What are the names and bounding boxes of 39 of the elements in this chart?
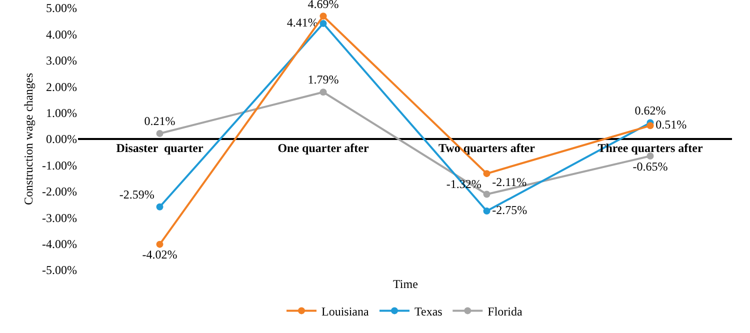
legend-label: Florida — [488, 304, 523, 318]
point — [156, 130, 164, 137]
y-axis-title: Construction wage changes — [21, 72, 36, 205]
x-axis-title: Time — [393, 277, 418, 291]
y-tick-label: -5.00% — [42, 263, 77, 278]
y-tick-label: 3.00% — [46, 54, 77, 68]
point — [483, 190, 490, 198]
x-tick-label: Disaster quarter — [116, 141, 204, 155]
y-tick-label: 4.00% — [46, 27, 77, 42]
data-label: 1.79% — [308, 72, 339, 87]
data-label: -0.65% — [632, 159, 668, 174]
point — [483, 170, 490, 178]
y-tick-label: -2.00% — [42, 184, 77, 199]
legend-label: Louisiana — [322, 304, 370, 318]
data-label: -2.59% — [119, 187, 154, 202]
y-tick-label: -3.00% — [42, 210, 77, 225]
y-tick-label: 0.00% — [46, 132, 77, 146]
point — [156, 240, 164, 248]
data-label: 0.21% — [144, 114, 176, 128]
y-tick-label: -1.00% — [42, 158, 77, 172]
point — [483, 208, 490, 215]
y-tick-label: -4.00% — [42, 237, 77, 251]
data-label: 0.51% — [656, 118, 687, 132]
data-label: -2.75% — [492, 203, 528, 218]
point — [320, 12, 327, 20]
y-tick-label: 2.00% — [46, 80, 77, 94]
legend-label: Texas — [414, 304, 443, 318]
data-label: 4.69% — [308, 0, 339, 11]
point — [156, 203, 164, 210]
y-tick-label: 5.00% — [46, 1, 77, 16]
x-tick-label: Two quarters after — [438, 141, 536, 155]
y-tick-label: 1.00% — [46, 106, 77, 120]
data-label: 0.62% — [634, 103, 666, 118]
x-tick-label: One quarter after — [278, 141, 370, 155]
point — [320, 88, 327, 96]
point — [646, 122, 654, 130]
data-label: -2.11% — [492, 174, 527, 189]
data-label: -4.02% — [142, 248, 178, 262]
point — [320, 20, 327, 27]
